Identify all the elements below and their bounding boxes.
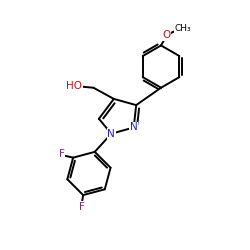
Text: F: F	[79, 202, 85, 212]
Text: F: F	[59, 149, 65, 159]
Text: HO: HO	[66, 82, 82, 92]
Text: N: N	[130, 122, 138, 132]
Text: O: O	[162, 30, 171, 40]
Text: CH₃: CH₃	[175, 24, 192, 33]
Text: N: N	[108, 129, 115, 139]
